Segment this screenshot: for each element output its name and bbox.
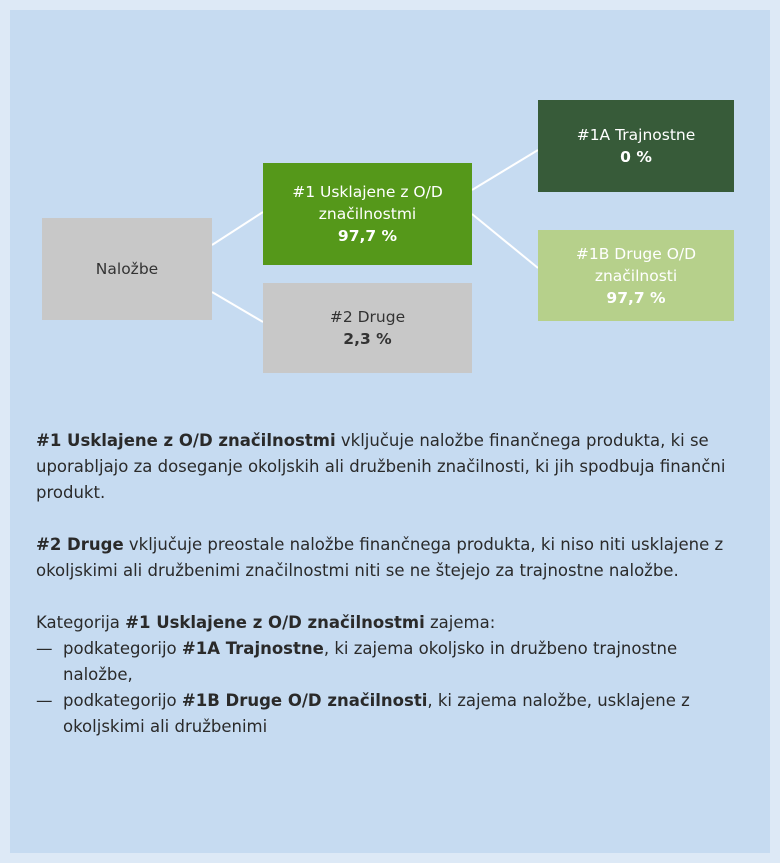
- connector: [471, 213, 539, 269]
- text: zajema:: [424, 613, 496, 632]
- list-item: — podkategorijo #1B Druge O/D značilnosti…: [36, 688, 736, 740]
- connector: [211, 291, 264, 323]
- text: vključuje preostale naložbe finančnega p…: [36, 535, 724, 580]
- marker: —: [36, 691, 53, 710]
- term: #1A Trajnostne: [181, 639, 324, 658]
- node-aligned: #1 Usklajene z O/D značilnostmi 97,7 %: [263, 163, 472, 265]
- text: podkategorijo: [63, 691, 182, 710]
- text: Kategorija: [36, 613, 126, 632]
- paragraph: #2 Druge vključuje preostale naložbe fin…: [36, 532, 736, 584]
- node-sustainable: #1A Trajnostne 0 %: [538, 100, 734, 192]
- node-value: 97,7 %: [337, 227, 398, 245]
- legend: #1 Usklajene z O/D značilnostmi vključuj…: [36, 428, 736, 740]
- text: podkategorijo: [63, 639, 182, 658]
- list: — podkategorijo #1A Trajnostne, ki zajema…: [36, 636, 736, 740]
- node-other-characteristics: #1B Druge O/D značilnosti 97,7 %: [538, 230, 734, 321]
- node-label: #2 Druge: [329, 308, 406, 326]
- paragraph: #1 Usklajene z O/D značilnostmi vključuj…: [36, 428, 736, 506]
- paragraph: Kategorija #1 Usklajene z O/D značilnost…: [36, 610, 736, 636]
- term: #1B Druge O/D značilnosti: [181, 691, 428, 710]
- node-value: 2,3 %: [343, 330, 392, 348]
- marker: —: [36, 639, 53, 658]
- text: , ki zajema okoljsko in družbeno trajno­…: [63, 639, 678, 684]
- node-label: Naložbe: [95, 260, 159, 278]
- connector: [471, 149, 539, 191]
- node-value: 97,7 %: [606, 288, 666, 307]
- text: vključuje naložbe finančnega produkta, k…: [36, 431, 726, 502]
- node-label: #1A Trajnostne: [576, 126, 696, 144]
- connector: [211, 211, 264, 246]
- term: #1 Usklajene z O/D značilnostmi: [125, 613, 425, 632]
- node-label: #1 Usklajene z O/D značilnostmi: [292, 183, 443, 223]
- node-other: #2 Druge 2,3 %: [263, 283, 472, 373]
- node-label: #1B Druge O/D značilnosti: [575, 244, 697, 285]
- node-value: 0 %: [620, 148, 652, 166]
- term: #2 Druge: [36, 535, 124, 554]
- list-item: — podkategorijo #1A Trajnostne, ki zajema…: [36, 636, 736, 688]
- node-root: Naložbe: [42, 218, 212, 320]
- term: #1 Usklajene z O/D značilnostmi: [36, 431, 336, 450]
- text: , ki zajema naložbe, usklajene z okoljsk…: [63, 691, 690, 736]
